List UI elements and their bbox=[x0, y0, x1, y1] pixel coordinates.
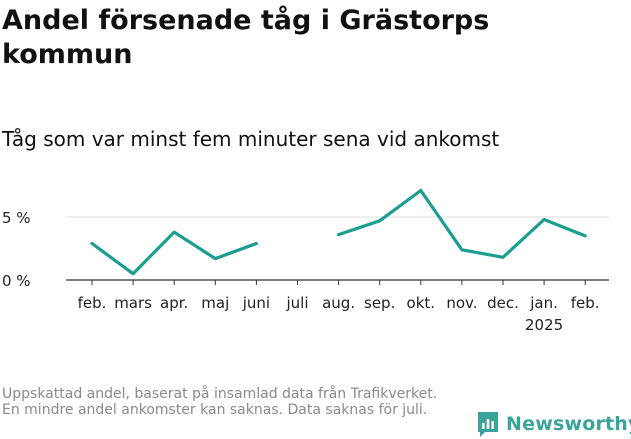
x-tick-label: juli bbox=[285, 294, 308, 312]
line-chart: 0 % 5 % feb. mars apr. maj juni juli aug. sep. okt… bbox=[2, 188, 609, 334]
x-tick-label: okt. bbox=[407, 294, 436, 312]
source-note: Uppskattad andel, baserat på insamlad da… bbox=[2, 386, 438, 418]
y-tick-label: 5 % bbox=[2, 209, 31, 227]
x-tick-label: maj bbox=[201, 294, 229, 312]
x-tick-label: juni bbox=[242, 294, 270, 312]
series-line bbox=[337, 188, 587, 259]
series-line bbox=[90, 230, 258, 276]
bar-chart-logo-icon bbox=[478, 412, 498, 437]
x-tick-label: mars bbox=[114, 294, 152, 312]
x-tick-label: aug. bbox=[322, 294, 355, 312]
x-tick-label: sep. bbox=[364, 294, 395, 312]
x-tick-label: feb. bbox=[571, 294, 600, 312]
x-tick-label: jan. bbox=[529, 294, 558, 312]
chart-title: Andel försenade tåg i Grästorps kommun bbox=[2, 5, 490, 70]
brand-name: Newsworthy bbox=[506, 413, 631, 435]
x-tick-label: dec. bbox=[487, 294, 519, 312]
y-tick-label: 0 % bbox=[2, 272, 31, 290]
x-tick-label: nov. bbox=[446, 294, 477, 312]
x-tick-label: feb. bbox=[78, 294, 107, 312]
x-year-label: 2025 bbox=[525, 316, 563, 334]
chart-subtitle: Tåg som var minst fem minuter sena vid a… bbox=[2, 127, 500, 151]
brand-logo: Newsworthy bbox=[476, 409, 631, 439]
x-tick-label: apr. bbox=[160, 294, 188, 312]
